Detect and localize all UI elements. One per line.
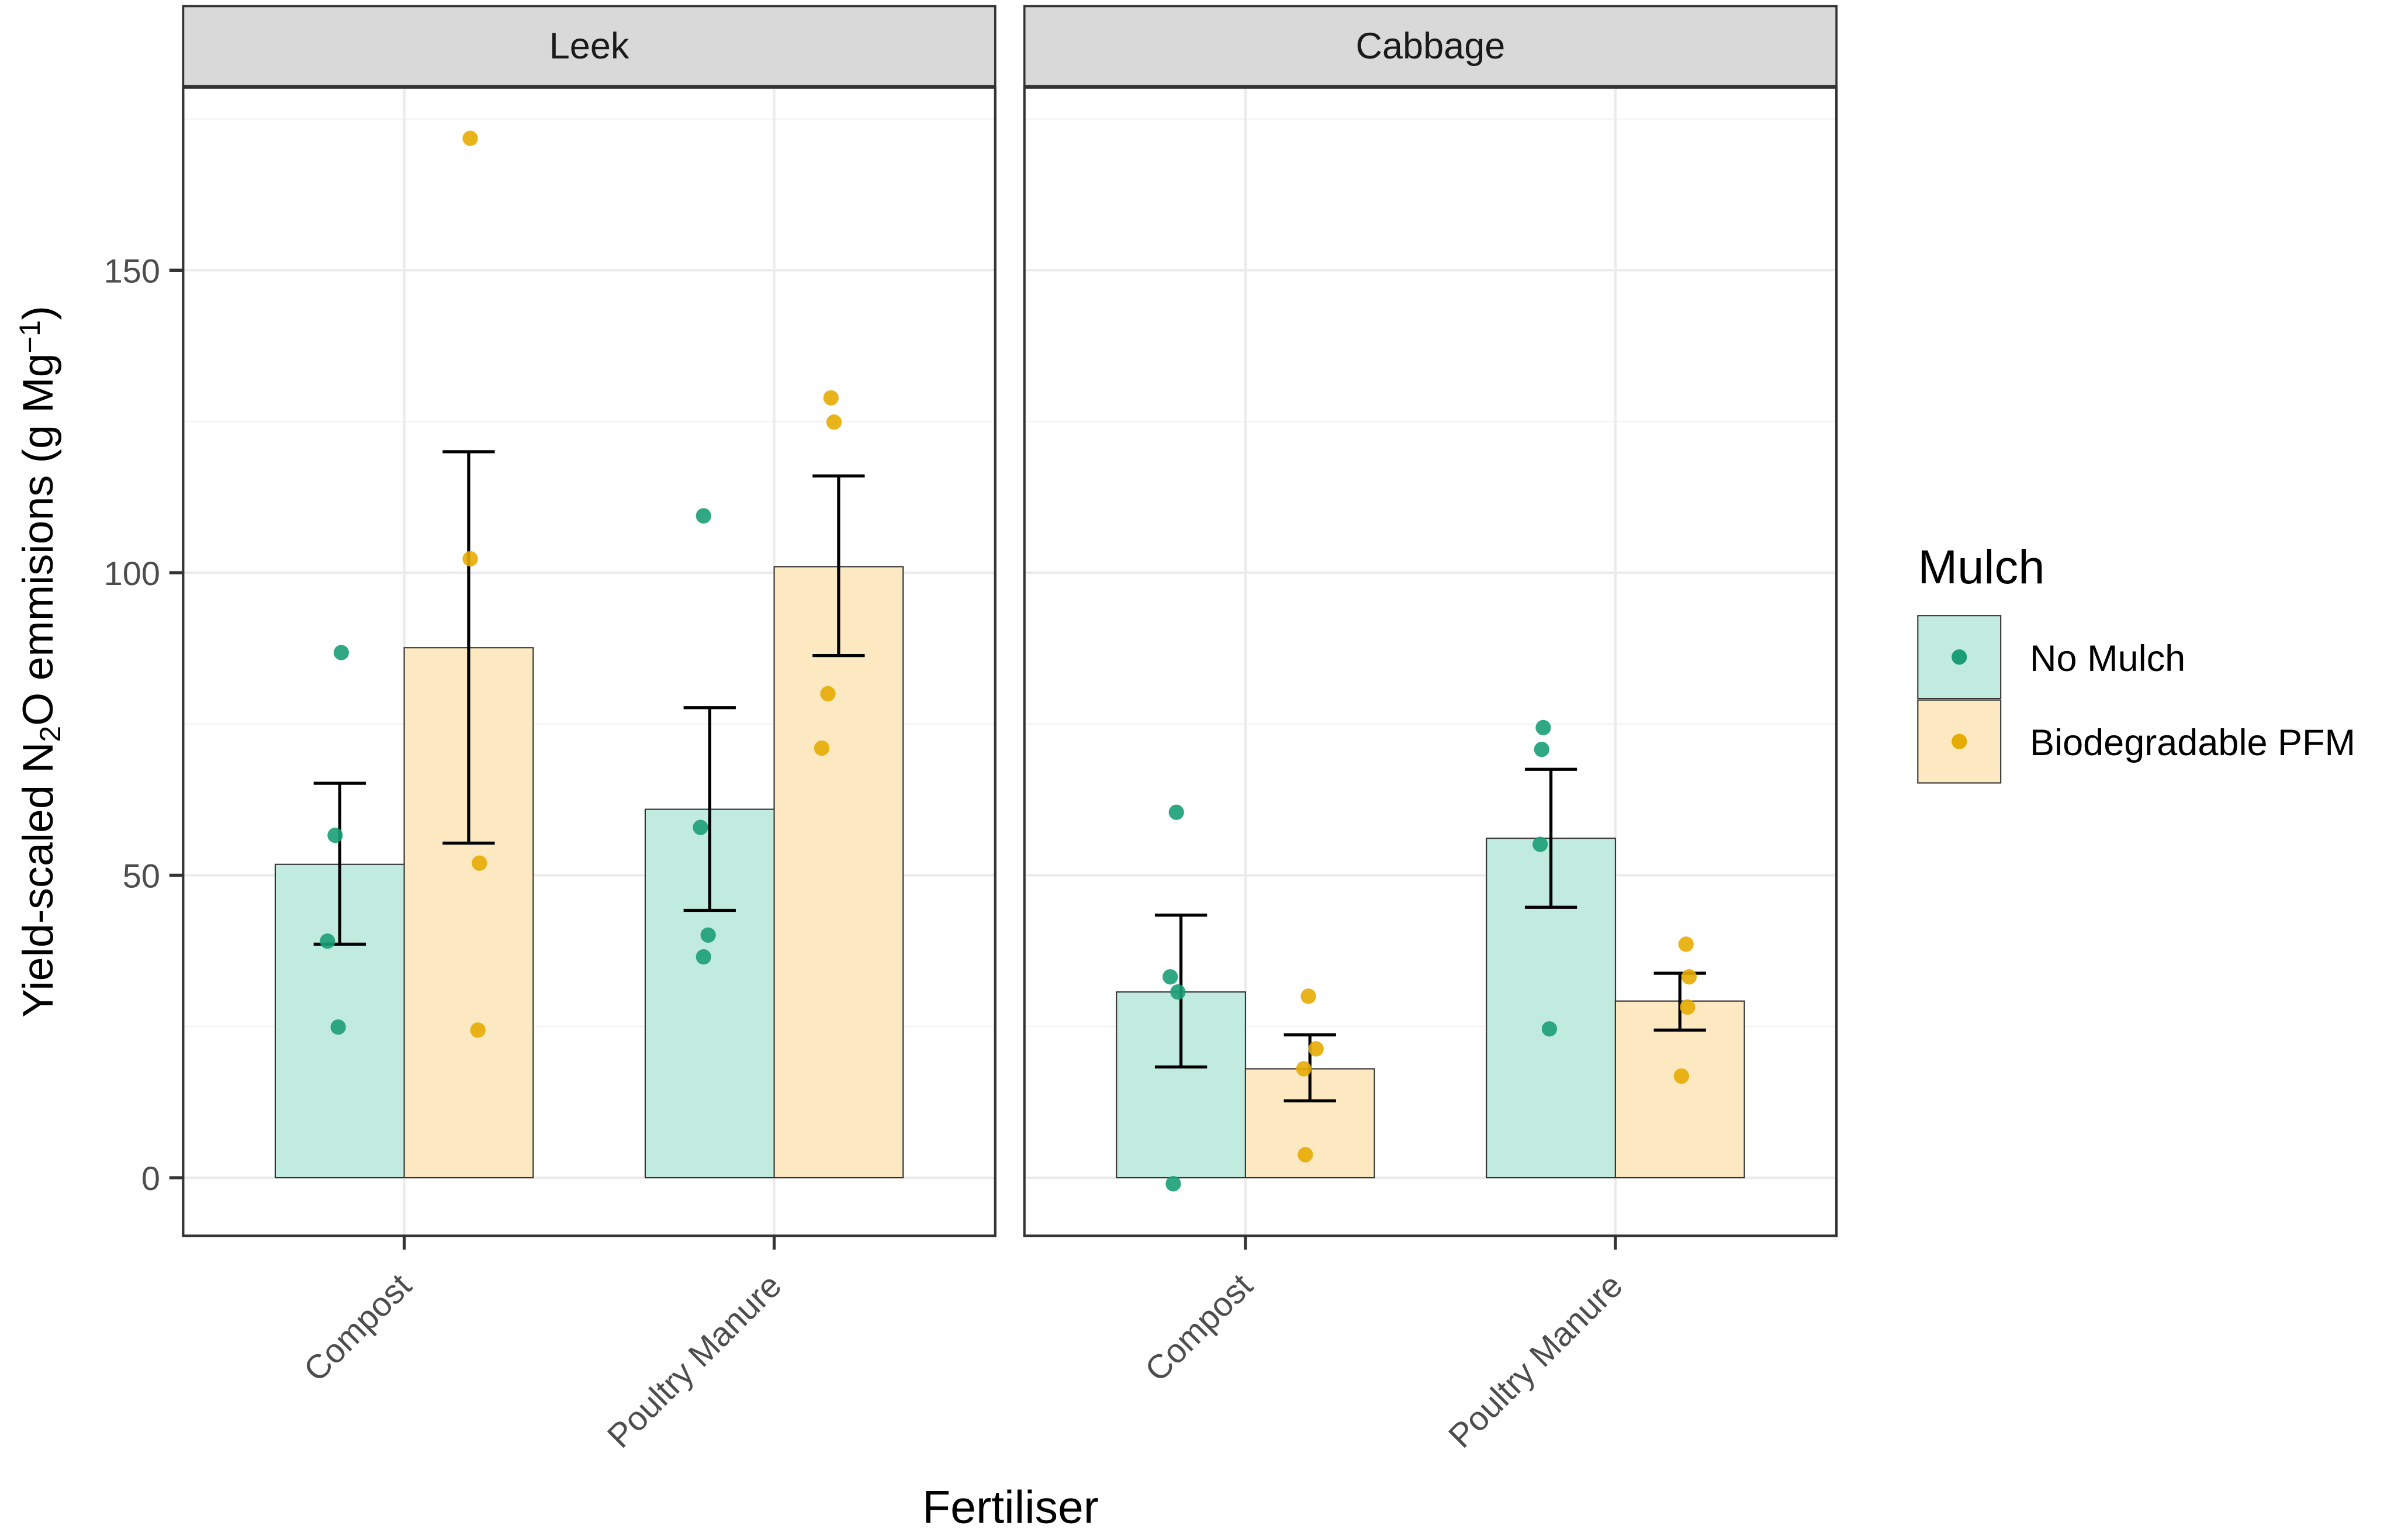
panel-leek: Leek Compost Poultry Manure [182, 5, 997, 1455]
legend-key-point [1952, 649, 1967, 665]
data-point [1673, 1068, 1689, 1084]
y-axis-title-pre: Yield-scaled N [13, 742, 62, 1018]
facet-strip [1023, 5, 1838, 87]
data-point [462, 130, 478, 146]
y-axis-title-sup: −1 [13, 320, 46, 354]
data-point [1300, 988, 1316, 1004]
data-point [696, 949, 711, 965]
data-point [1170, 984, 1186, 1000]
data-point [1678, 936, 1694, 952]
y-tick-label: 100 [104, 555, 160, 593]
data-point [1308, 1041, 1324, 1057]
data-point [1163, 969, 1178, 985]
data-point [693, 819, 708, 835]
data-point [320, 933, 335, 949]
y-axis-title: Yield-scaled N2O emmisions (g Mg−1) [13, 306, 67, 1018]
panel-border [182, 86, 997, 1237]
panel-border [1023, 86, 1838, 1237]
panel-cabbage: Cabbage Compost Poultry Manure [1023, 5, 1838, 1455]
data-point [470, 1022, 486, 1038]
data-point [820, 686, 836, 702]
data-point [814, 740, 830, 756]
data-point [333, 645, 350, 660]
legend-title: Mulch [1918, 541, 2044, 594]
data-point [696, 508, 711, 524]
data-point [1535, 719, 1551, 735]
bar [773, 566, 904, 1179]
legend: Mulch No Mulch Biodegradable PFM [1917, 541, 2355, 784]
x-tick-label: Compost [297, 1267, 419, 1389]
x-tick-label: Compost [1138, 1267, 1260, 1389]
facet-strip-label: Cabbage [1356, 26, 1506, 67]
legend-label: No Mulch [2030, 638, 2185, 679]
legend-key-point [1952, 734, 1967, 749]
data-point [462, 551, 478, 567]
facet-strip [182, 5, 997, 87]
facet-strip-label: Leek [549, 26, 629, 67]
data-point [1541, 1021, 1558, 1037]
y-axis-title-post: ) [13, 306, 62, 320]
data-point [1681, 969, 1697, 985]
y-tick-label: 150 [104, 252, 160, 290]
data-point [826, 414, 842, 430]
data-point [330, 1019, 346, 1035]
data-point [1168, 804, 1184, 820]
data-point [1165, 1176, 1181, 1192]
y-axis-title-sub: 2 [34, 726, 67, 742]
y-tick-label: 0 [141, 1160, 160, 1198]
data-point [327, 827, 343, 843]
data-point [1298, 1147, 1313, 1163]
data-point [1532, 836, 1548, 852]
data-point [472, 855, 487, 871]
data-point [700, 927, 716, 943]
x-tick-label: Poultry Manure [1442, 1267, 1630, 1455]
x-axis-title: Fertiliser [922, 1481, 1099, 1529]
data-point [1680, 999, 1696, 1015]
y-tick-label: 50 [123, 857, 160, 895]
data-point [1534, 741, 1549, 757]
data-point [823, 390, 839, 406]
y-axis-title-mid: O emmisions (g Mg [13, 353, 62, 725]
data-point [1296, 1061, 1312, 1077]
x-tick-label: Poultry Manure [600, 1267, 788, 1455]
legend-label: Biodegradable PFM [2030, 722, 2355, 763]
